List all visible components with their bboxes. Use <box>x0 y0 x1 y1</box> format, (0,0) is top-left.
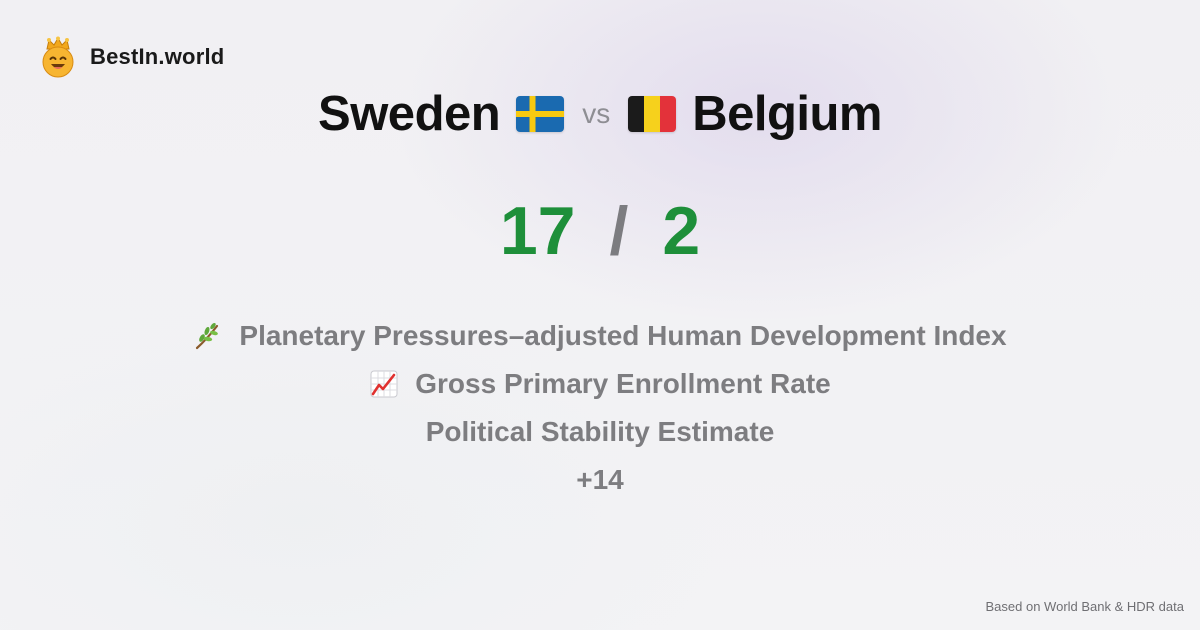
reason-item: Planetary Pressures–adjusted Human Devel… <box>193 312 1007 360</box>
data-source-note: Based on World Bank & HDR data <box>985 599 1184 614</box>
score-separator: / <box>609 193 629 269</box>
right-country-name: Belgium <box>692 87 882 141</box>
reason-label: Planetary Pressures–adjusted Human Devel… <box>239 320 1007 351</box>
reason-item: Gross Primary Enrollment Rate <box>369 360 831 408</box>
sweden-flag-icon <box>516 96 565 132</box>
reason-label: Political Stability Estimate <box>425 416 775 447</box>
belgium-flag-icon <box>628 96 677 132</box>
chart-increasing-icon <box>370 370 398 398</box>
right-score: 2 <box>662 193 701 269</box>
left-country-name: Sweden <box>318 87 501 141</box>
more-reasons-count: +14 <box>576 456 624 504</box>
reasons-list: Planetary Pressures–adjusted Human Devel… <box>0 312 1200 504</box>
reason-item: Political Stability Estimate <box>426 408 775 456</box>
crowned-smiley-icon <box>42 36 74 78</box>
sprout-icon <box>196 322 219 350</box>
more-reasons-label: +14 <box>576 464 624 495</box>
vs-label: vs <box>582 98 611 129</box>
comparison-title: Sweden vs Belgium <box>0 86 1200 142</box>
reason-label: Gross Primary Enrollment Rate <box>415 368 831 399</box>
brand-name: BestIn.world <box>90 44 225 69</box>
brand[interactable]: BestIn.world <box>38 36 224 78</box>
score: 17 / 2 <box>0 192 1200 270</box>
left-score: 17 <box>499 193 576 269</box>
